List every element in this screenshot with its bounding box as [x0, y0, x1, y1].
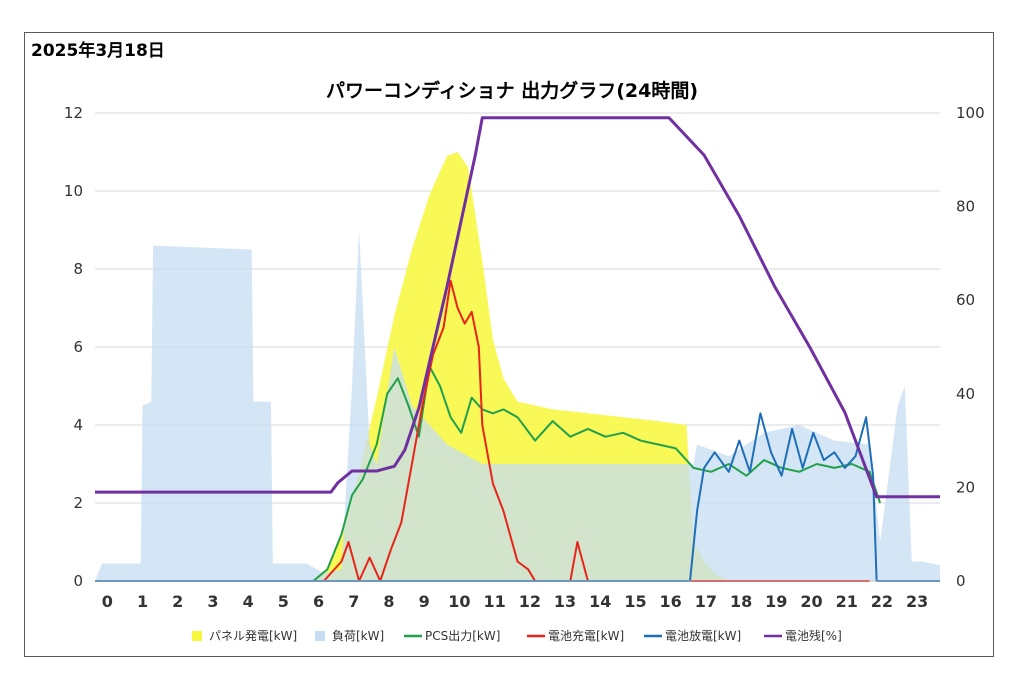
legend-label: PCS出力[kW] — [425, 629, 500, 643]
legend-swatch — [315, 631, 325, 641]
x-tick: 3 — [207, 592, 218, 611]
date-label: 2025年3月18日 — [31, 41, 165, 61]
x-tick: 2 — [172, 592, 183, 611]
x-tick: 11 — [483, 592, 505, 611]
x-tick: 17 — [695, 592, 717, 611]
legend-label: 電池充電[kW] — [548, 628, 624, 643]
x-tick: 18 — [730, 592, 752, 611]
x-tick: 14 — [589, 592, 611, 611]
y-tick-left: 2 — [73, 494, 83, 512]
legend-label: 負荷[kW] — [332, 629, 384, 643]
x-tick: 9 — [419, 592, 430, 611]
x-tick: 13 — [554, 592, 576, 611]
y-tick-left: 0 — [73, 572, 83, 590]
series-area-1 — [95, 230, 940, 581]
series-line-5 — [95, 116, 940, 499]
x-tick: 22 — [871, 592, 893, 611]
legend-label: 電池残[%] — [785, 629, 842, 643]
x-tick: 4 — [243, 592, 254, 611]
series-line-2 — [312, 365, 882, 582]
series-layer — [95, 116, 940, 582]
x-tick: 16 — [660, 592, 682, 611]
x-tick: 23 — [906, 592, 928, 611]
x-tick: 1 — [137, 592, 148, 611]
y-tick-left: 12 — [64, 104, 83, 122]
y-tick-right: 80 — [956, 198, 975, 216]
x-tick: 15 — [624, 592, 646, 611]
y-tick-left: 4 — [73, 416, 83, 434]
legend: パネル発電[kW] 負荷[kW] PCS出力[kW] 電池充電[kW] 電池放電[kW]… — [192, 628, 842, 643]
chart-title: パワーコンディショナ 出力グラフ(24時間) — [325, 80, 699, 102]
x-tick: 21 — [836, 592, 858, 611]
legend-swatch — [192, 631, 202, 641]
x-tick: 5 — [278, 592, 289, 611]
x-tick: 0 — [102, 592, 113, 611]
y-tick-right: 100 — [956, 104, 985, 122]
y-tick-right: 60 — [956, 291, 975, 309]
y-tick-left: 8 — [73, 260, 83, 278]
x-tick: 6 — [313, 592, 324, 611]
x-tick: 12 — [519, 592, 541, 611]
x-tick: 7 — [348, 592, 359, 611]
x-tick: 8 — [383, 592, 394, 611]
x-tick: 19 — [765, 592, 787, 611]
y-tick-left: 10 — [64, 182, 83, 200]
legend-label: 電池放電[kW] — [665, 628, 741, 643]
x-tick: 10 — [448, 592, 470, 611]
legend-label: パネル発電[kW] — [209, 629, 297, 643]
y-tick-left: 6 — [73, 338, 83, 356]
y-tick-right: 20 — [956, 478, 975, 496]
series-line-4 — [95, 412, 940, 582]
y-tick-right: 40 — [956, 385, 975, 403]
x-tick: 20 — [800, 592, 822, 611]
y-tick-right: 0 — [956, 572, 966, 590]
